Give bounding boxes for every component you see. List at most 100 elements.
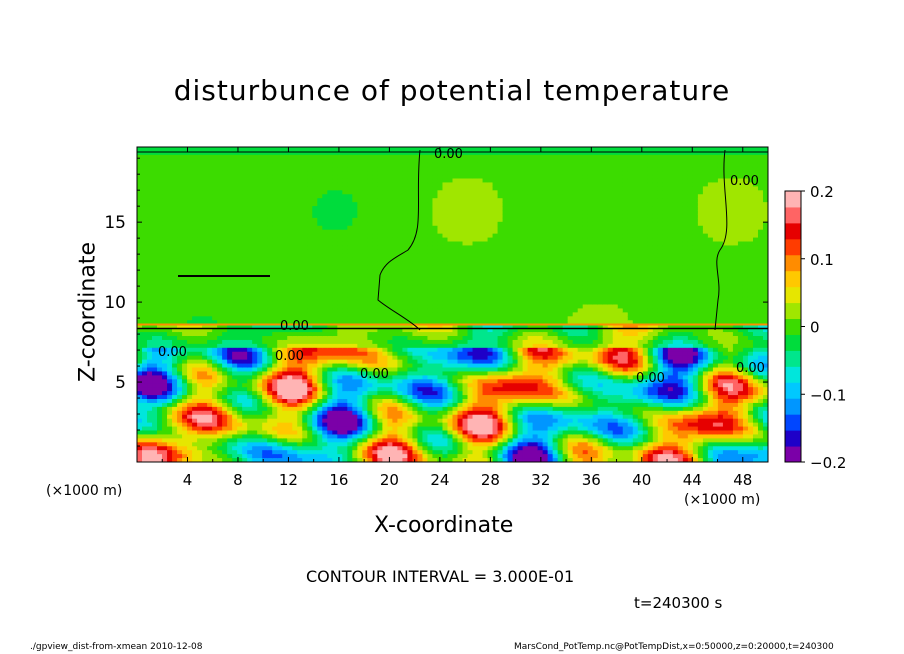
heatmap-cell xyxy=(192,210,198,215)
heatmap-cell xyxy=(262,221,268,227)
heatmap-cell xyxy=(227,257,233,262)
heatmap-cell xyxy=(212,458,218,462)
heatmap-cell xyxy=(397,245,404,250)
heatmap-cell xyxy=(162,316,168,321)
heatmap-cell xyxy=(352,446,358,451)
heatmap-cell xyxy=(337,391,343,396)
heatmap-cell xyxy=(432,332,439,337)
heatmap-cell xyxy=(267,276,273,282)
heatmap-cell xyxy=(202,245,208,250)
heatmap-cell xyxy=(142,418,148,424)
heatmap-cell xyxy=(257,158,263,164)
heatmap-cell xyxy=(172,399,178,404)
heatmap-cell xyxy=(172,367,178,373)
heatmap-cell xyxy=(422,355,429,361)
heatmap-cell xyxy=(282,434,288,439)
heatmap-cell xyxy=(262,269,268,274)
heatmap-cell xyxy=(197,308,203,313)
heatmap-cell xyxy=(387,418,394,424)
heatmap-cell xyxy=(317,245,323,250)
heatmap-cell xyxy=(212,190,218,195)
heatmap-cell xyxy=(437,450,444,455)
heatmap-cell xyxy=(282,198,288,203)
heatmap-cell xyxy=(207,158,213,164)
heatmap-cell xyxy=(187,221,193,227)
heatmap-cell xyxy=(432,276,439,282)
heatmap-cell xyxy=(192,265,198,270)
heatmap-cell xyxy=(147,245,153,250)
heatmap-cell xyxy=(232,304,238,310)
heatmap-cell xyxy=(287,422,293,428)
heatmap-cell xyxy=(212,351,218,357)
heatmap-cell xyxy=(297,332,303,337)
heatmap-cell xyxy=(257,438,263,443)
heatmap-cell xyxy=(322,343,328,349)
heatmap-cell xyxy=(412,276,419,282)
heatmap-cell xyxy=(337,351,343,357)
heatmap-cell xyxy=(287,343,293,349)
heatmap-cell xyxy=(217,347,223,353)
heatmap-cell xyxy=(282,379,288,384)
heatmap-cell xyxy=(207,418,213,424)
heatmap-cell xyxy=(262,229,268,235)
heatmap-cell xyxy=(237,182,243,187)
heatmap-cell xyxy=(357,257,363,262)
heatmap-cell xyxy=(197,225,203,231)
heatmap-cell xyxy=(242,395,248,400)
heatmap-cell xyxy=(152,450,158,455)
heatmap-cell xyxy=(407,351,414,357)
heatmap-cell xyxy=(427,308,434,313)
heatmap-cell xyxy=(312,379,318,384)
heatmap-cell xyxy=(277,158,283,164)
heatmap-cell xyxy=(232,217,238,223)
heatmap-cell xyxy=(217,284,223,290)
heatmap-cell xyxy=(402,182,409,187)
heatmap-cell xyxy=(227,304,233,310)
heatmap-cell xyxy=(282,249,288,254)
heatmap-cell xyxy=(227,162,233,168)
heatmap-cell xyxy=(147,410,153,416)
heatmap-cell xyxy=(362,312,368,317)
heatmap-cell xyxy=(342,343,348,349)
heatmap-cell xyxy=(417,312,424,317)
heatmap-cell xyxy=(392,438,399,443)
heatmap-cell xyxy=(387,399,394,404)
heatmap-cell xyxy=(162,347,168,353)
heatmap-cell xyxy=(407,174,414,180)
heatmap-cell xyxy=(267,320,273,325)
heatmap-cell xyxy=(422,170,429,176)
heatmap-cell xyxy=(417,454,424,459)
heatmap-cell xyxy=(167,296,173,302)
heatmap-cell xyxy=(277,426,283,432)
heatmap-cell xyxy=(357,399,363,404)
heatmap-cell xyxy=(332,202,338,207)
heatmap-cell xyxy=(272,426,278,432)
heatmap-cell xyxy=(312,237,318,243)
heatmap-cell xyxy=(172,182,178,187)
heatmap-cell xyxy=(202,438,208,443)
heatmap-cell xyxy=(342,418,348,424)
heatmap-cell xyxy=(302,308,308,313)
heatmap-cell xyxy=(152,257,158,262)
heatmap-cell xyxy=(272,418,278,424)
heatmap-cell xyxy=(237,316,243,321)
heatmap-cell xyxy=(297,328,303,333)
heatmap-cell xyxy=(297,194,303,199)
heatmap-cell xyxy=(327,229,333,235)
heatmap-cell xyxy=(377,406,383,412)
heatmap-cell xyxy=(287,454,293,459)
heatmap-cell xyxy=(402,332,409,337)
heatmap-cell xyxy=(277,316,283,321)
heatmap-cell xyxy=(362,371,368,376)
heatmap-cell xyxy=(272,261,278,266)
heatmap-cell xyxy=(427,418,434,424)
heatmap-cell xyxy=(337,253,343,258)
heatmap-cell xyxy=(217,162,223,168)
heatmap-cell xyxy=(402,276,409,282)
heatmap-cell xyxy=(442,213,449,219)
heatmap-cell xyxy=(327,166,333,172)
heatmap-cell xyxy=(347,225,353,231)
heatmap-cell xyxy=(242,182,248,187)
heatmap-cell xyxy=(377,162,383,168)
heatmap-cell xyxy=(172,233,178,239)
